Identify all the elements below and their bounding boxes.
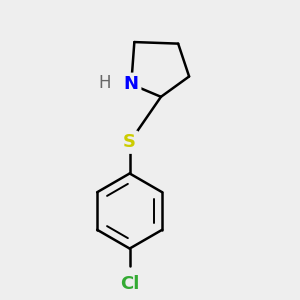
Text: S: S xyxy=(123,133,136,151)
Text: N: N xyxy=(124,75,139,93)
Text: H: H xyxy=(98,74,111,92)
Text: Cl: Cl xyxy=(120,274,140,292)
